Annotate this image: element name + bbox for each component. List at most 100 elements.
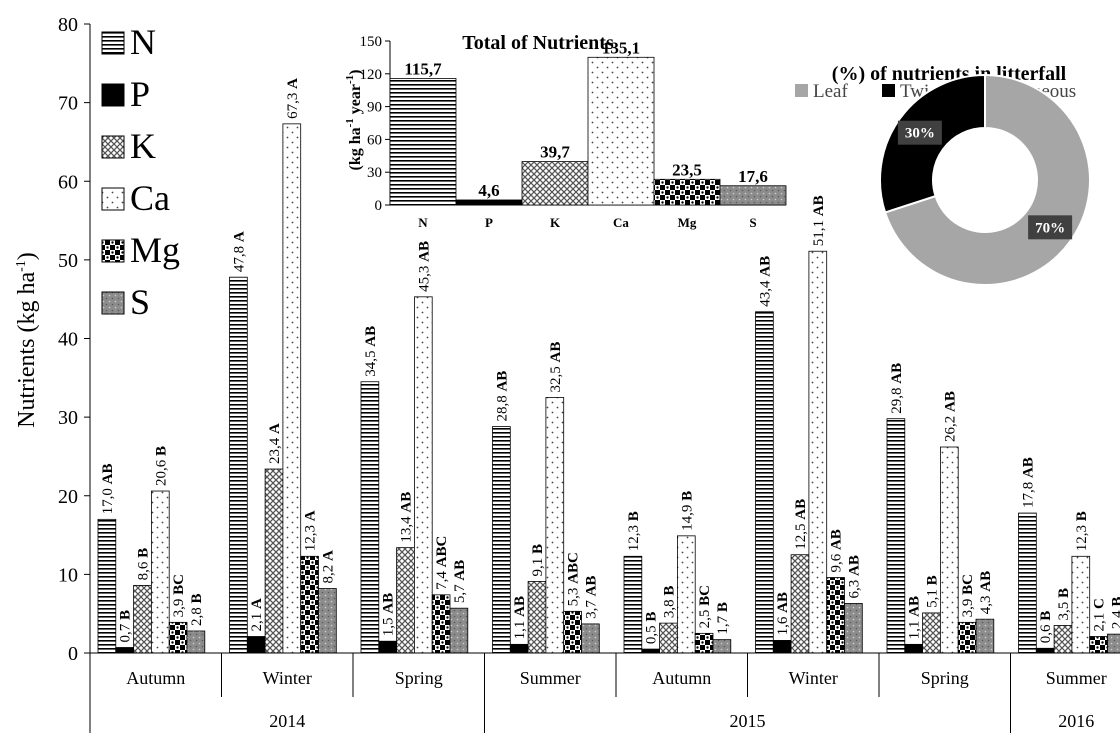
bar-value-label: 12,3 B [626, 511, 642, 551]
bar-Ca-autumn [150, 490, 170, 654]
bar-value-label: 8,6 B [136, 548, 152, 581]
bar-K-winter [264, 468, 284, 654]
inset-bar-mg [653, 178, 721, 206]
inset-category-label: S [749, 215, 756, 230]
season-label: Winter [263, 668, 312, 688]
legend: NPK Ca Mg S [101, 22, 180, 322]
bar-N-winter [229, 276, 248, 654]
inset-total-nutrients: Total of Nutrients (kg ha-1 year-1) 0 30 6… [340, 22, 787, 234]
bar-value-label: 8,2 A [320, 550, 336, 584]
year-label: 2014 [269, 711, 305, 731]
season-label: Autumn [652, 668, 711, 688]
inset-y-tick-label: 90 [367, 100, 382, 116]
bar-Mg-spring [431, 594, 451, 654]
season-label: Winter [789, 668, 838, 688]
bar-P-summer [509, 643, 529, 654]
bar-value-label: 3,9 BC [960, 574, 976, 617]
y-tick-label: 0 [68, 643, 78, 665]
bar-S-summer [581, 623, 600, 654]
bar-Ca-winter [282, 123, 302, 654]
bar-value-label: 2,5 BC [697, 585, 713, 628]
bar-value-label: 2,1 C [1092, 598, 1108, 631]
bar-value-label: 5,3 ABC [566, 552, 582, 606]
inset-y-tick-label: 60 [367, 132, 382, 148]
donut-label-box [897, 120, 942, 145]
bar-P-summer [1035, 647, 1055, 654]
bar-value-label: 2,1 A [249, 598, 265, 632]
bar-value-label: 2,8 B [189, 593, 205, 626]
bar-Mg-summer [563, 610, 582, 654]
inset-y-tick-label: 120 [360, 67, 383, 83]
legend-label-leaf: Leaf [813, 81, 848, 102]
bar-value-label: 34,5 AB [363, 326, 379, 377]
inset-value-labels: 115,7 N 4,6 P 39,7 K 135,1 Ca 23,5 Mg 17,6 S [404, 38, 768, 230]
bar-value-label: 1,7 B [715, 602, 731, 635]
bar-Ca-autumn [677, 535, 696, 654]
bar-P-winter [772, 640, 792, 654]
bar-value-label: 23,4 A [267, 423, 283, 464]
bar-Mg-winter [826, 577, 845, 654]
bar-value-label: 45,3 AB [416, 241, 432, 292]
y-axis: 0 10 20 30 40 50 60 70 80 [58, 14, 91, 665]
inset-bar-ca [587, 56, 655, 206]
bar-Mg-autumn [694, 632, 714, 654]
donut-slices [879, 73, 1091, 286]
bar-S-winter [318, 588, 337, 654]
bar-value-label: 28,8 AB [494, 371, 510, 422]
bar-N-spring [886, 418, 906, 654]
inset-y-axis-title: (kg ha-1 year-1) [344, 70, 364, 171]
bar-value-label: 32,5 AB [548, 342, 564, 393]
inset-bar-n [389, 78, 457, 206]
legend-swatch-n [101, 31, 125, 55]
legend-label-k: K [130, 126, 156, 166]
bar-P-autumn [641, 648, 660, 654]
bar-value-label: 12,3 B [1074, 511, 1090, 551]
inset-category-label: K [550, 215, 561, 230]
inset-value-label: 17,6 [738, 167, 768, 186]
bar-value-label: 12,5 AB [793, 499, 809, 550]
inset-category-label: P [485, 215, 493, 230]
legend-label-n: N [130, 22, 156, 62]
donut-value-label: 70% [1035, 220, 1065, 236]
bar-value-label: 20,6 B [153, 446, 169, 486]
inset-category-label: Mg [678, 215, 697, 230]
bar-value-label: 5,7 AB [452, 560, 468, 603]
legend-swatch-mg [101, 239, 125, 263]
y-tick-label: 60 [58, 171, 78, 193]
inset-title: Total of Nutrients [462, 32, 614, 54]
bar-value-label: 6,3 AB [846, 555, 862, 598]
y-tick-label: 20 [58, 486, 78, 508]
bar-K-spring [922, 612, 941, 654]
bar-value-label: 47,8 A [231, 231, 247, 272]
bar-value-label: 7,4 ABC [434, 536, 450, 590]
bar-value-label: 0,7 B [118, 610, 134, 643]
bar-N-spring [360, 381, 380, 654]
legend-swatch-ca [101, 187, 125, 211]
inset-category-label: N [418, 215, 428, 230]
bar-N-autumn [623, 555, 643, 654]
legend-label-ca: Ca [130, 178, 170, 218]
legend-swatch-p [101, 83, 125, 107]
bar-Mg-summer [1089, 636, 1108, 654]
bar-value-label: 0,6 B [1038, 611, 1054, 644]
inset-y-tick-label: 30 [367, 165, 382, 181]
season-label: Autumn [126, 668, 185, 688]
bar-Mg-spring [957, 621, 977, 654]
bar-value-label: 1,1 AB [512, 596, 528, 639]
bar-P-spring [378, 640, 397, 654]
y-tick-label: 10 [58, 564, 78, 586]
bar-P-spring [904, 643, 923, 654]
inset-y-tick-label: 150 [360, 34, 383, 50]
legend-swatch-twigs [882, 84, 895, 97]
bar-S-summer [1107, 633, 1120, 654]
inset-value-label: 4,6 [478, 181, 499, 200]
bar-value-label: 29,8 AB [889, 363, 905, 414]
bar-Ca-spring [413, 296, 433, 654]
bar-value-label: 5,1 B [925, 575, 941, 608]
legend-label-s: S [130, 282, 150, 322]
year-label: 2015 [730, 711, 766, 731]
bar-value-label: 14,9 B [679, 491, 695, 531]
bar-S-winter [844, 603, 863, 654]
inset-value-label: 115,7 [404, 60, 442, 79]
bar-value-label: 3,9 BC [171, 574, 187, 617]
